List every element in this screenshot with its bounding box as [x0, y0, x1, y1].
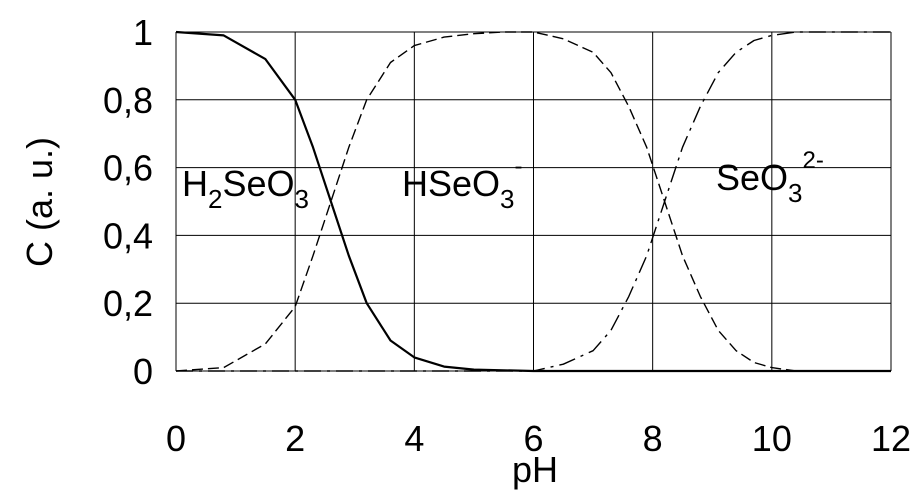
x-tick-label: 2	[285, 418, 305, 459]
y-tick-label: 0,4	[103, 215, 153, 256]
species-label-part: 3	[295, 184, 309, 214]
species-label-part: 2-	[803, 147, 824, 174]
species-label-part: HSeO	[402, 163, 500, 204]
species-label-2: SeO32-	[716, 147, 824, 208]
x-axis-title: pH	[512, 449, 558, 490]
y-axis-title: C (a. u.)	[19, 137, 60, 267]
species-label-1: HSeO3-	[402, 153, 523, 214]
species-label-part: SeO	[222, 163, 294, 204]
species-label-part: H	[182, 163, 208, 204]
y-tick-label: 0	[133, 351, 153, 392]
x-tick-label: 0	[166, 418, 186, 459]
species-label-0: H2SeO3	[182, 163, 309, 214]
species-labels: H2SeO3 HSeO3- SeO32-	[182, 147, 824, 214]
species-label-part: SeO	[716, 157, 788, 198]
x-tick-label: 12	[871, 418, 911, 459]
y-tick-label: 1	[133, 12, 153, 53]
y-tick-label: 0,6	[103, 148, 153, 189]
x-tick-label: 10	[752, 418, 792, 459]
y-tick-label: 0,2	[103, 283, 153, 324]
species-label-part: 3	[500, 184, 514, 214]
x-tick-label: 8	[643, 418, 663, 459]
x-tick-label: 4	[404, 418, 424, 459]
y-tick-label: 0,8	[103, 80, 153, 121]
species-label-part: 2	[208, 184, 222, 214]
species-label-part: 3	[788, 178, 802, 208]
species-label-part: -	[515, 153, 523, 180]
